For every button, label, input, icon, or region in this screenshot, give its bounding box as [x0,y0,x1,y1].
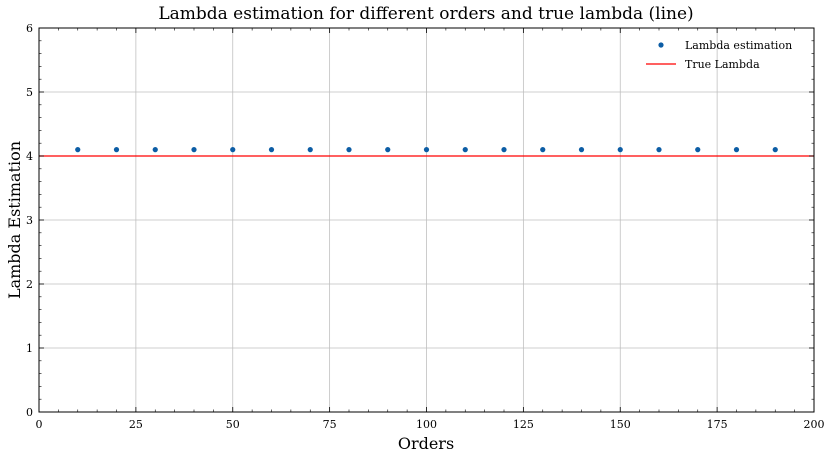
legend-marker-swatch [658,42,664,48]
legend: Lambda estimation True Lambda [646,39,792,71]
scatter-point [75,147,81,153]
y-tick-label: 5 [26,86,33,99]
x-tick-label: 0 [36,418,43,431]
scatter-point [423,147,430,153]
y-axis-label: Lambda Estimation [5,141,24,299]
scatter-point [733,147,740,153]
y-tick-label: 6 [26,22,33,35]
y-tick-label: 2 [26,278,33,291]
scatter-point [307,147,313,153]
legend-label: Lambda estimation [685,39,792,52]
x-tick-label: 25 [129,418,143,431]
scatter-point [268,147,275,153]
scatter-point [540,147,546,153]
scatter-point [578,147,585,153]
y-tick-label: 1 [26,342,33,355]
x-tick-label: 50 [226,418,240,431]
x-tick-label: 75 [323,418,337,431]
scatter-point [346,147,352,153]
y-tick-label: 4 [26,150,33,163]
x-tick-label: 200 [804,418,825,431]
y-tick-label: 3 [26,214,33,227]
grid [38,27,815,413]
x-tick-label: 125 [513,418,534,431]
y-tick-label: 0 [26,406,33,419]
scatter-point [152,147,158,153]
axis-ticks: 0 25 50 75 100 125 150 175 200 0 1 2 3 4 5 6 [26,22,825,431]
scatter-point [462,147,468,153]
scatter-point [617,147,623,153]
data-layer [39,147,814,157]
scatter-point [656,147,662,153]
x-axis-label: Orders [398,434,454,453]
x-tick-label: 150 [610,418,631,431]
x-tick-label: 100 [416,418,437,431]
scatter-point [772,147,778,153]
chart-title: Lambda estimation for different orders a… [158,4,693,24]
scatter-point [385,147,391,153]
scatter-point [501,147,507,153]
scatter-point [695,147,701,153]
x-tick-label: 175 [707,418,728,431]
scatter-point [191,147,197,153]
scatter-point [113,147,120,153]
scatter-point [230,147,236,153]
legend-label: True Lambda [685,58,760,71]
